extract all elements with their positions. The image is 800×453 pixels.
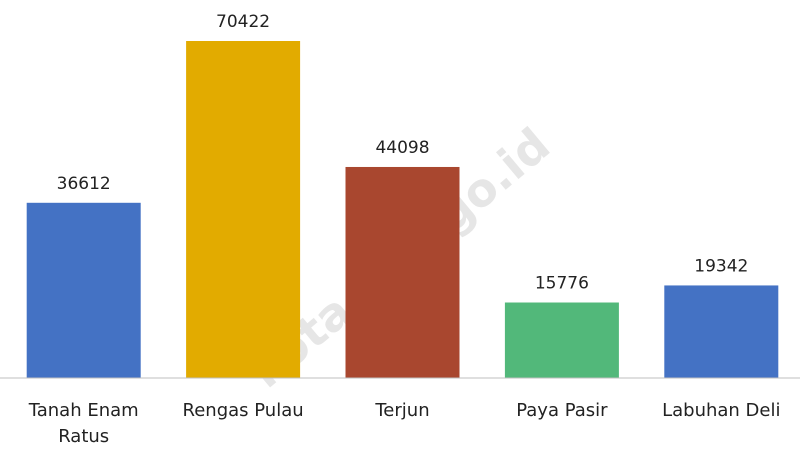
x-tick-label: Rengas Pulau [182,400,304,421]
value-label: 70422 [216,12,270,32]
bar [26,202,141,378]
value-label: 36612 [57,174,111,194]
value-label: 19342 [694,256,748,276]
x-tick-label: Tanah Enam Ratus [28,400,139,447]
value-label: 44098 [375,138,429,158]
bar [345,166,460,378]
bar [664,285,779,378]
bar [186,41,301,378]
x-tick-label: Paya Pasir [516,400,608,421]
bar [504,302,619,378]
value-label: 15776 [535,274,589,294]
x-tick-label: Labuhan Deli [662,400,781,421]
x-tick-label: Terjun [375,400,430,421]
